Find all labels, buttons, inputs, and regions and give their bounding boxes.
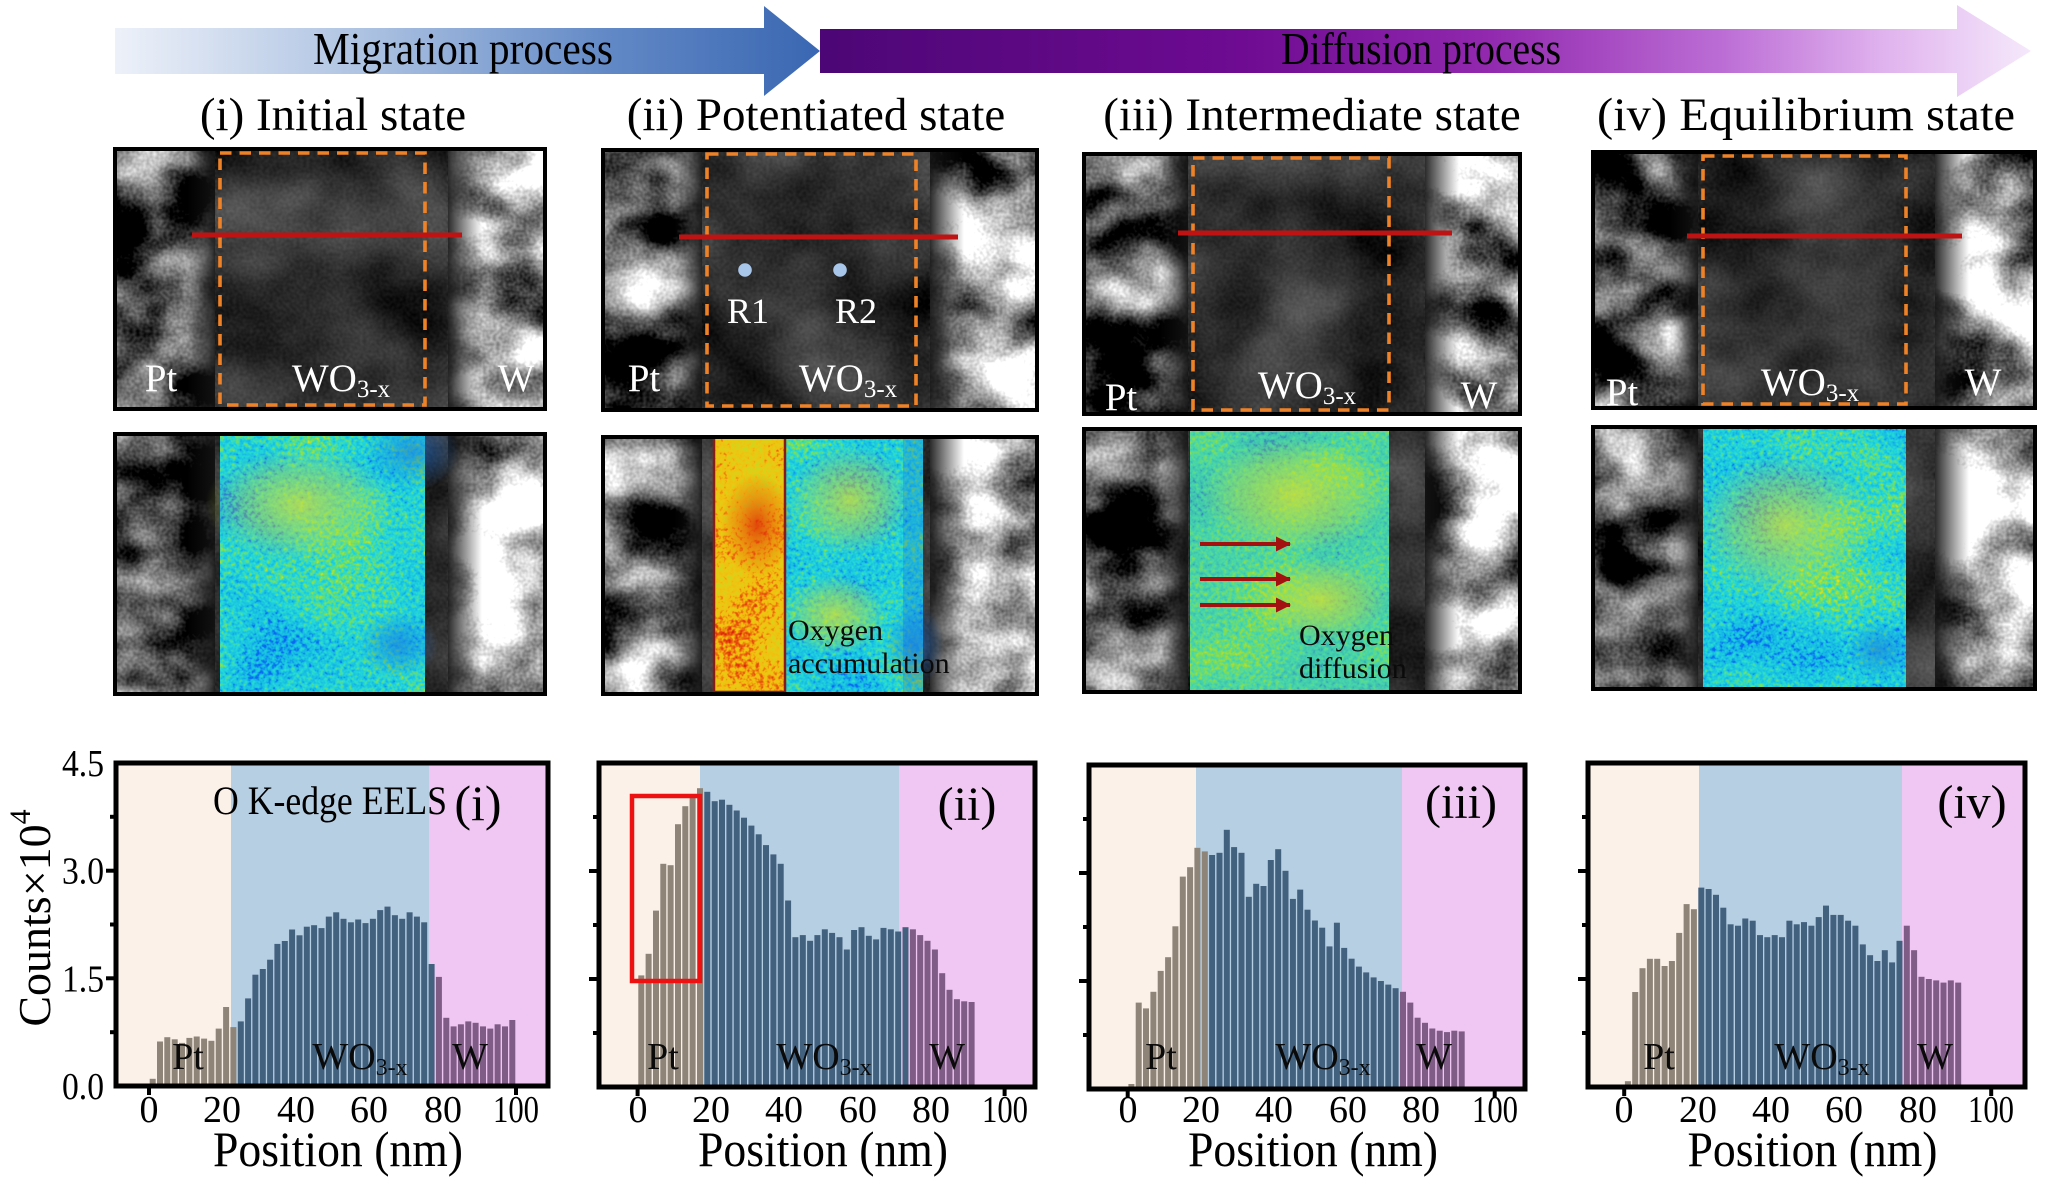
svg-text:(iii): (iii) xyxy=(1425,776,1497,829)
svg-text:W: W xyxy=(929,1036,965,1078)
svg-text:R1: R1 xyxy=(727,291,769,331)
svg-text:W: W xyxy=(1965,361,2002,404)
svg-text:Position (nm): Position (nm) xyxy=(1188,1121,1438,1177)
svg-text:Pt: Pt xyxy=(145,357,178,400)
svg-text:(iv) Equilibrium state: (iv) Equilibrium state xyxy=(1597,89,2015,141)
svg-text:Pt: Pt xyxy=(1145,1036,1177,1078)
svg-text:Pt: Pt xyxy=(647,1036,679,1078)
svg-text:diffusion: diffusion xyxy=(1299,652,1407,685)
svg-text:accumulation: accumulation xyxy=(788,647,950,680)
svg-text:Diffusion process: Diffusion process xyxy=(1281,23,1561,74)
svg-text:Pt: Pt xyxy=(172,1036,204,1078)
svg-text:80: 80 xyxy=(1402,1089,1440,1131)
svg-text:4.5: 4.5 xyxy=(62,743,104,785)
svg-text:40: 40 xyxy=(765,1089,803,1131)
svg-text:0: 0 xyxy=(140,1089,159,1131)
svg-text:WO3-x: WO3-x xyxy=(1275,1036,1370,1081)
svg-text:Oxygen: Oxygen xyxy=(1299,619,1394,652)
svg-text:20: 20 xyxy=(692,1089,730,1131)
svg-text:(ii) Potentiated state: (ii) Potentiated state xyxy=(627,89,1006,141)
svg-text:W: W xyxy=(1917,1036,1953,1078)
svg-text:Migration process: Migration process xyxy=(313,23,613,74)
svg-text:20: 20 xyxy=(203,1089,241,1131)
svg-text:100: 100 xyxy=(493,1089,539,1131)
svg-text:3.0: 3.0 xyxy=(62,851,104,893)
svg-text:Position (nm): Position (nm) xyxy=(698,1121,948,1177)
svg-text:0.0: 0.0 xyxy=(62,1066,104,1108)
svg-text:0: 0 xyxy=(1615,1089,1634,1131)
svg-text:80: 80 xyxy=(424,1089,462,1131)
svg-text:40: 40 xyxy=(1752,1089,1790,1131)
svg-text:20: 20 xyxy=(1182,1089,1220,1131)
svg-text:W: W xyxy=(498,357,535,400)
svg-text:0: 0 xyxy=(1119,1089,1138,1131)
svg-text:100: 100 xyxy=(1472,1089,1518,1131)
svg-text:60: 60 xyxy=(1329,1089,1367,1131)
svg-text:Position (nm): Position (nm) xyxy=(213,1121,463,1177)
svg-text:(i) Initial state: (i) Initial state xyxy=(200,89,466,141)
svg-text:60: 60 xyxy=(350,1089,388,1131)
svg-text:40: 40 xyxy=(277,1089,315,1131)
svg-text:Pt: Pt xyxy=(1643,1036,1675,1078)
svg-text:Position (nm): Position (nm) xyxy=(1688,1121,1938,1177)
svg-text:100: 100 xyxy=(982,1089,1028,1131)
svg-text:Pt: Pt xyxy=(628,357,661,400)
svg-text:20: 20 xyxy=(1679,1089,1717,1131)
svg-text:60: 60 xyxy=(1825,1089,1863,1131)
svg-text:W: W xyxy=(452,1036,488,1078)
svg-text:100: 100 xyxy=(1968,1089,2014,1131)
svg-text:60: 60 xyxy=(839,1089,877,1131)
svg-text:W: W xyxy=(1416,1036,1452,1078)
svg-text:O K-edge EELS: O K-edge EELS xyxy=(213,778,447,823)
svg-text:Counts×104: Counts×104 xyxy=(4,809,60,1026)
svg-text:0: 0 xyxy=(629,1089,648,1131)
svg-text:(iv): (iv) xyxy=(1937,776,2006,829)
svg-text:80: 80 xyxy=(1899,1089,1937,1131)
svg-text:W: W xyxy=(983,354,1020,397)
svg-text:40: 40 xyxy=(1255,1089,1293,1131)
svg-text:Pt: Pt xyxy=(1606,371,1639,414)
svg-text:Pt: Pt xyxy=(1105,376,1138,419)
svg-text:80: 80 xyxy=(912,1089,950,1131)
svg-text:(iii) Intermediate state: (iii) Intermediate state xyxy=(1103,89,1521,141)
svg-text:R2: R2 xyxy=(835,291,877,331)
svg-text:WO3-x: WO3-x xyxy=(776,1036,871,1081)
svg-text:(ii): (ii) xyxy=(938,778,997,831)
svg-text:1.5: 1.5 xyxy=(62,958,104,1000)
svg-text:Oxygen: Oxygen xyxy=(788,614,883,647)
svg-text:W: W xyxy=(1461,374,1498,417)
svg-text:(i): (i) xyxy=(454,775,501,831)
